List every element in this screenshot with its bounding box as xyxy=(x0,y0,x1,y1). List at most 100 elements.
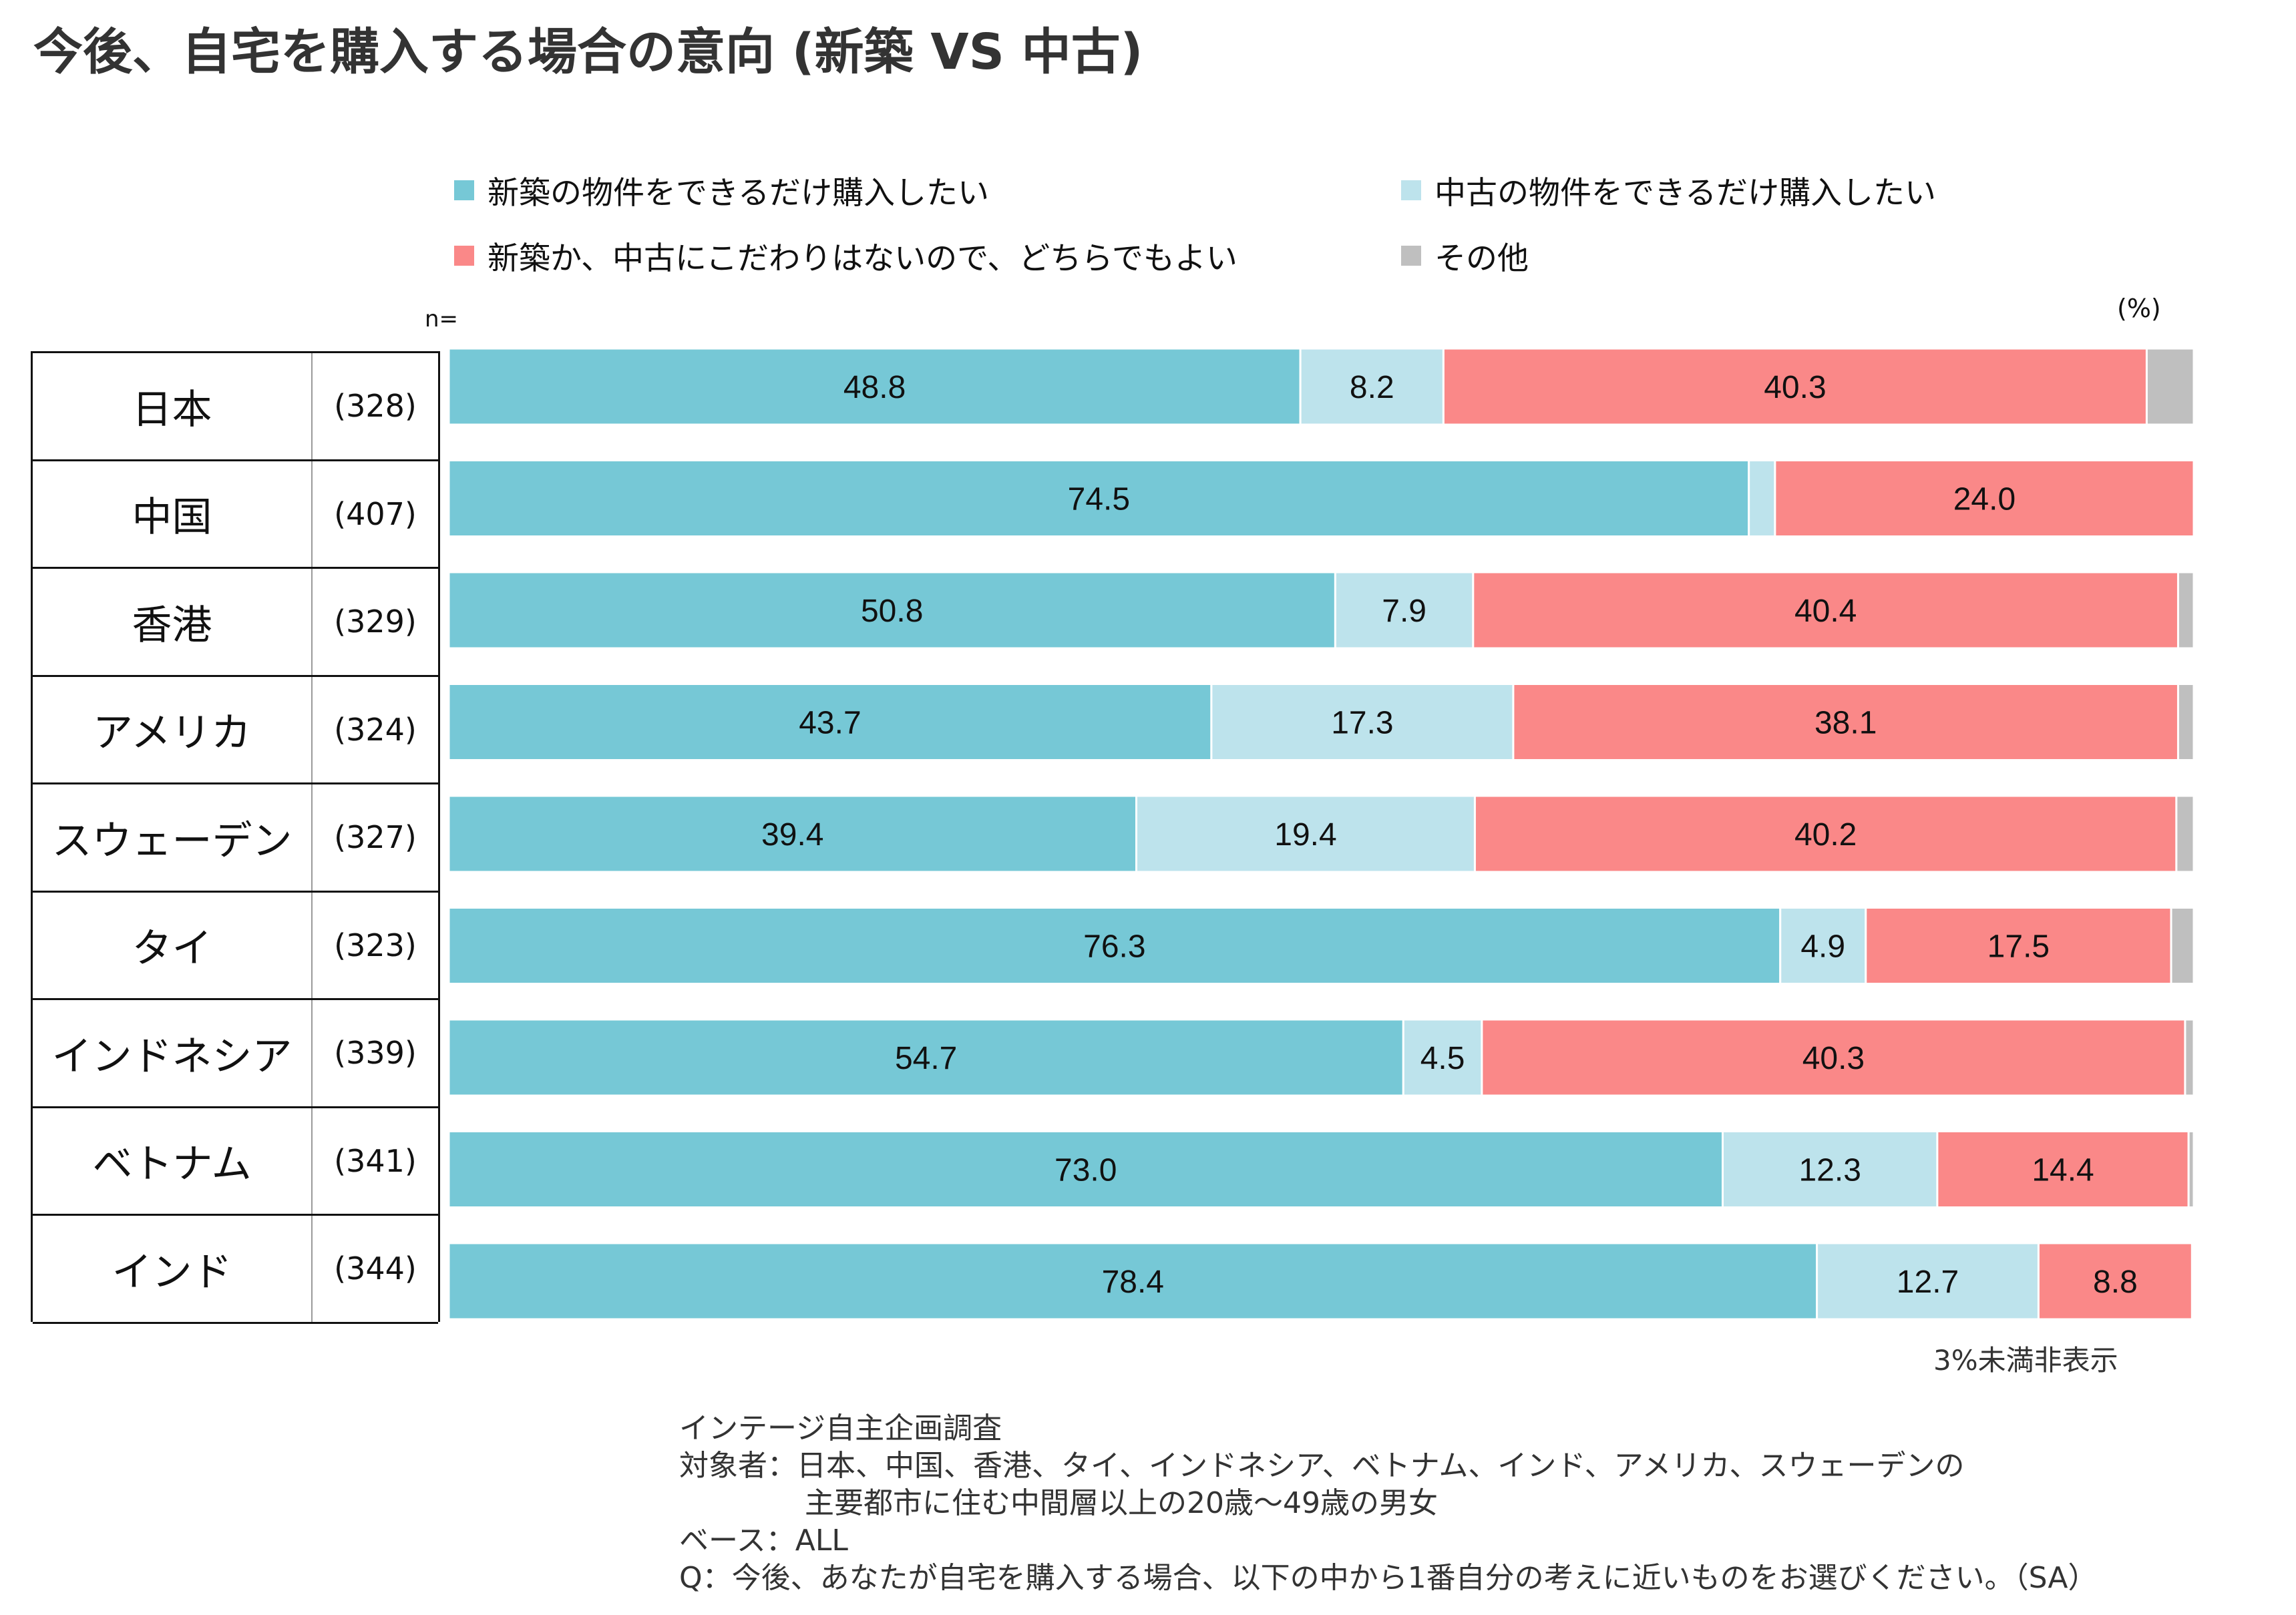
bar-segment xyxy=(447,571,1336,650)
legend-swatch xyxy=(454,245,474,266)
table-row: 香港 (329) xyxy=(33,569,438,677)
footnote-question: Q：今後、あなたが自宅を購入する場合、以下の中から1番自分の考えに近いものをお選… xyxy=(679,1561,2098,1595)
data-label: 24.0 xyxy=(1953,482,2016,517)
bar-segment xyxy=(1210,683,1515,761)
sample-size: (328) xyxy=(334,388,417,425)
bar-segment xyxy=(447,347,1302,426)
country-name: 日本 xyxy=(33,353,313,459)
data-label: 76.3 xyxy=(1083,929,1145,965)
legend-swatch xyxy=(1401,245,1421,266)
sample-size: (327) xyxy=(334,819,417,856)
data-label: 12.7 xyxy=(1897,1264,1959,1300)
data-label: 40.3 xyxy=(1802,1041,1865,1076)
bar-segment xyxy=(1481,1018,2186,1097)
data-label: 78.4 xyxy=(1102,1264,1164,1300)
sample-size: (323) xyxy=(334,927,417,963)
bar-segment xyxy=(1865,907,2172,985)
bar-segment xyxy=(447,683,1213,761)
sample-size: (407) xyxy=(334,495,417,532)
legend-item-either: 新築か、中古にこだわりはないので、どちらでもよい xyxy=(454,232,1237,278)
bar-segment xyxy=(1472,571,2179,650)
bar-segment xyxy=(2184,1018,2195,1097)
table-row: 中国 (407) xyxy=(33,461,438,569)
bar-segment xyxy=(1442,347,2148,426)
bar-segment xyxy=(447,794,1138,873)
data-label: 17.5 xyxy=(1987,929,2050,965)
footnote-target: 対象者：日本、中国、香港、タイ、インドネシア、ベトナム、インド、アメリカ、スウェ… xyxy=(679,1449,1965,1483)
bar-segment xyxy=(447,1130,1724,1208)
data-label: 7.9 xyxy=(1382,594,1426,629)
bar-segment xyxy=(1936,1130,2190,1208)
bar-segment xyxy=(1402,1018,1483,1097)
data-label: 4.9 xyxy=(1800,929,1845,965)
country-name: インド xyxy=(33,1216,313,1322)
bar-segment xyxy=(2176,683,2195,761)
footnote: インテージ自主企画調査 対象者：日本、中国、香港、タイ、インドネシア、ベトナム、… xyxy=(679,1410,2097,1597)
country-name: アメリカ xyxy=(33,676,313,782)
data-label: 17.3 xyxy=(1331,706,1393,741)
bar-segment xyxy=(1473,794,2178,873)
bar-segment xyxy=(447,459,1750,537)
table-row: インド (344) xyxy=(33,1216,438,1324)
bar-segment xyxy=(1779,907,1867,985)
sample-size: (329) xyxy=(334,604,417,640)
data-label: 73.0 xyxy=(1055,1153,1117,1188)
legend-label: その他 xyxy=(1434,240,1529,277)
bar-segment xyxy=(2175,794,2195,873)
country-name: インドネシア xyxy=(33,1000,313,1106)
unit-label: (%) xyxy=(2117,294,2161,323)
table-row: ベトナム (341) xyxy=(33,1108,438,1216)
data-label: 12.3 xyxy=(1798,1153,1861,1188)
data-label: 74.5 xyxy=(1068,482,1130,517)
country-name: 中国 xyxy=(33,461,313,567)
bar-segment xyxy=(1774,459,2195,537)
data-label: 14.4 xyxy=(2032,1153,2094,1188)
stacked-bar-chart: 48.8 8.2 40.3 74.5 24.0 50.8 7.9 40.4 43.7 17.3 38… xyxy=(447,347,2195,1321)
data-label: 40.2 xyxy=(1794,817,1857,853)
data-label: 4.5 xyxy=(1420,1041,1465,1076)
country-table: 日本 (328) 中国 (407) 香港 (329) アメリカ (324) スウ… xyxy=(31,351,440,1324)
data-label: 43.7 xyxy=(799,706,861,741)
footnote-target-cont: 主要都市に住む中間層以上の20歳〜49歳の男女 xyxy=(805,1486,1438,1520)
table-row: インドネシア (339) xyxy=(33,1000,438,1108)
bar-segment xyxy=(2145,347,2195,426)
country-name: スウェーデン xyxy=(33,784,313,891)
data-label: 50.8 xyxy=(861,594,923,629)
legend-label: 新築か、中古にこだわりはないので、どちらでもよい xyxy=(488,240,1237,277)
bar-segment xyxy=(1721,1130,1939,1208)
data-label: 40.3 xyxy=(1764,370,1826,405)
legend: 新築の物件をできるだけ購入したい 中古の物件をできるだけ購入したい 新築か、中古… xyxy=(454,167,2057,287)
data-label: 8.8 xyxy=(2093,1264,2138,1300)
country-name: ベトナム xyxy=(33,1108,313,1214)
legend-swatch xyxy=(454,180,474,200)
sample-size: (339) xyxy=(334,1035,417,1072)
data-label: 40.4 xyxy=(1794,594,1857,629)
legend-item-new-only: 新築の物件をできるだけ購入したい xyxy=(454,167,989,213)
bar-segment xyxy=(1299,347,1445,426)
legend-swatch xyxy=(1401,180,1421,200)
sample-size: (344) xyxy=(334,1250,417,1287)
data-label: 8.2 xyxy=(1350,370,1394,405)
table-row: タイ (323) xyxy=(33,892,438,1000)
table-row: アメリカ (324) xyxy=(33,676,438,784)
country-name: タイ xyxy=(33,892,313,998)
legend-label: 中古の物件をできるだけ購入したい xyxy=(1434,175,1937,212)
data-label: 38.1 xyxy=(1814,706,1877,741)
n-header: n= xyxy=(425,306,459,332)
country-name: 香港 xyxy=(33,569,313,675)
threshold-note: 3%未満非表示 xyxy=(1933,1344,2118,1377)
bar-segment xyxy=(2176,571,2195,650)
sample-size: (341) xyxy=(334,1142,417,1179)
table-row: スウェーデン (327) xyxy=(33,784,438,893)
bar-segment xyxy=(1334,571,1475,650)
bar-segment xyxy=(447,1018,1404,1097)
bar-segment xyxy=(1748,459,1776,537)
data-label: 48.8 xyxy=(843,370,906,405)
bar-segment xyxy=(1135,794,1476,873)
bar-segment xyxy=(1816,1242,2040,1321)
legend-label: 新築の物件をできるだけ購入したい xyxy=(488,175,990,212)
footnote-base: ベース：ALL xyxy=(679,1524,848,1558)
legend-item-used-only: 中古の物件をできるだけ購入したい xyxy=(1401,167,1936,213)
sample-size: (324) xyxy=(334,711,417,748)
bar-segment xyxy=(2190,1242,2195,1321)
